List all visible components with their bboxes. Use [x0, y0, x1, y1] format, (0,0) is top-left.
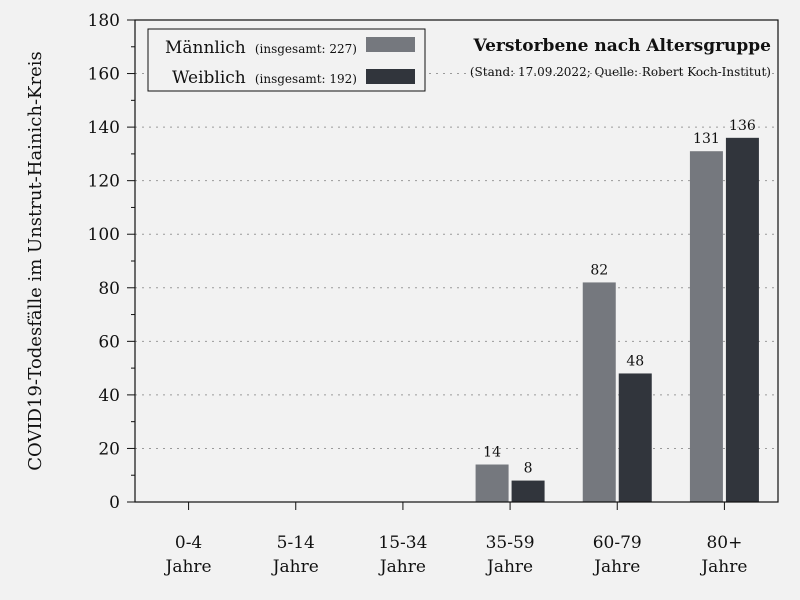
data-label: 136: [729, 118, 756, 134]
bar-maennlich-4: [582, 282, 616, 502]
data-label: 14: [483, 445, 501, 461]
bar-weiblich-3: [511, 480, 545, 502]
bars: [475, 137, 759, 503]
x-tick-label: 5-14: [277, 533, 315, 553]
legend-label-maennlich: Männlich (insgesamt: 227): [165, 38, 357, 58]
chart-subtitle: (Stand: 17.09.2022; Quelle: Robert Koch-…: [470, 65, 771, 79]
y-tick-label: 60: [98, 332, 120, 352]
bar-maennlich-3: [475, 464, 509, 502]
y-tick-label: 100: [88, 225, 120, 245]
bar-maennlich-5: [689, 151, 723, 502]
x-tick-label-unit: Jahre: [485, 557, 533, 577]
x-tick-label: 15-34: [378, 533, 427, 553]
x-tick-label-unit: Jahre: [699, 557, 747, 577]
y-tick-label: 120: [88, 172, 120, 192]
bar-labels: 14 8 82 48 131 136: [483, 118, 756, 477]
legend-note-maennlich: (insgesamt: 227): [255, 42, 357, 56]
x-tick-label-unit: Jahre: [164, 557, 212, 577]
data-label: 8: [524, 461, 533, 477]
legend-label-weiblich: Weiblich (insgesamt: 192): [172, 68, 357, 88]
legend: Männlich (insgesamt: 227) Weiblich (insg…: [147, 28, 426, 92]
legend-note-weiblich: (insgesamt: 192): [255, 72, 357, 86]
x-tick-label-unit: Jahre: [592, 557, 640, 577]
y-tick-label: 180: [88, 11, 120, 31]
legend-name-weiblich: Weiblich: [172, 68, 246, 88]
x-tick-label: 60-79: [593, 533, 642, 553]
x-tick-label: 80+: [706, 533, 742, 553]
y-tick-label: 40: [98, 386, 120, 406]
x-tick-label-unit: Jahre: [378, 557, 426, 577]
bar-weiblich-5: [725, 137, 759, 503]
data-label: 48: [626, 353, 644, 369]
x-tick-label: 0-4: [175, 533, 202, 553]
y-axis: 0 20 40 60 80 100 120 140 160 180: [88, 11, 135, 513]
data-label: 82: [590, 262, 608, 278]
data-label: 131: [693, 131, 720, 147]
y-tick-label: 0: [109, 493, 120, 513]
y-tick-label: 80: [98, 279, 120, 299]
bar-weiblich-4: [618, 373, 652, 502]
chart-title: Verstorbene nach Altersgruppe: [472, 36, 771, 56]
x-tick-label: 35-59: [486, 533, 535, 553]
x-tick-label-unit: Jahre: [271, 557, 319, 577]
y-tick-label: 140: [88, 118, 120, 138]
y-tick-label: 160: [88, 65, 120, 85]
x-axis: 0-4 Jahre 5-14 Jahre 15-34 Jahre 35-59 Jahre 60-…: [164, 502, 747, 577]
y-tick-label: 20: [98, 439, 120, 459]
legend-name-maennlich: Männlich: [165, 38, 246, 58]
legend-swatch-weiblich: [366, 69, 415, 84]
legend-swatch-maennlich: [366, 37, 415, 52]
y-axis-label: COVID19-Todesfälle im Unstrut-Hainich-Kr…: [25, 51, 46, 471]
